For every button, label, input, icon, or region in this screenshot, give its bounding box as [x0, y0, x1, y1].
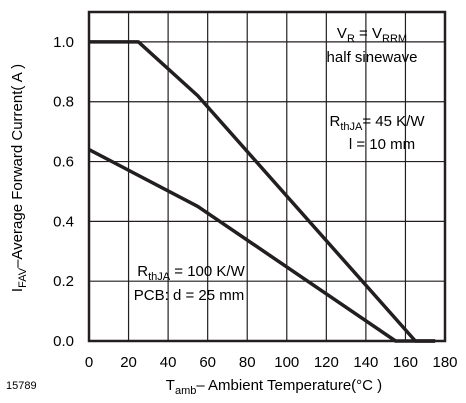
x-tick-label: 180 [432, 354, 457, 371]
x-tick-label: 40 [160, 354, 177, 371]
x-tick-label: 20 [120, 354, 137, 371]
series-line-100kw [88, 148, 436, 343]
y-tick-label: 0.8 [53, 94, 74, 111]
condition-annotation-line1: VR = VRRM [337, 25, 407, 45]
y-axis-title: IFAV–Average Forward Current( A ) [9, 64, 29, 292]
lower-curve-label-line1: RthJA = 100 K/W [137, 263, 245, 283]
y-tick-label: 1.0 [53, 34, 74, 51]
x-tick-label: 0 [85, 354, 93, 371]
lower-curve-label-line2: PCB: d = 25 mm [134, 287, 244, 304]
upper-curve-label-line1: RthJA= 45 K/W [330, 113, 426, 133]
x-tick-labels: 0 20 40 60 80 100 120 140 160 180 [85, 354, 458, 371]
condition-annotation-line2: half sinewave [327, 49, 418, 66]
x-axis-title: Tamb– Ambient Temperature(°C ) [166, 377, 382, 397]
x-tick-label: 140 [353, 354, 378, 371]
plot-frame [87, 10, 447, 343]
upper-curve-label-line2: l = 10 mm [349, 136, 415, 153]
y-tick-label: 0.6 [53, 154, 74, 171]
x-tick-label: 160 [393, 354, 418, 371]
x-tick-label: 100 [274, 354, 299, 371]
x-tick-label: 120 [314, 354, 339, 371]
y-tick-label: 0.0 [53, 333, 74, 350]
y-tick-label: 0.4 [53, 213, 74, 230]
y-tick-label: 0.2 [53, 273, 74, 290]
x-tick-label: 80 [239, 354, 256, 371]
x-tick-label: 60 [199, 354, 216, 371]
y-tick-labels: 0.0 0.2 0.4 0.6 0.8 1.0 [53, 34, 74, 350]
figure-id: 15789 [6, 380, 37, 392]
